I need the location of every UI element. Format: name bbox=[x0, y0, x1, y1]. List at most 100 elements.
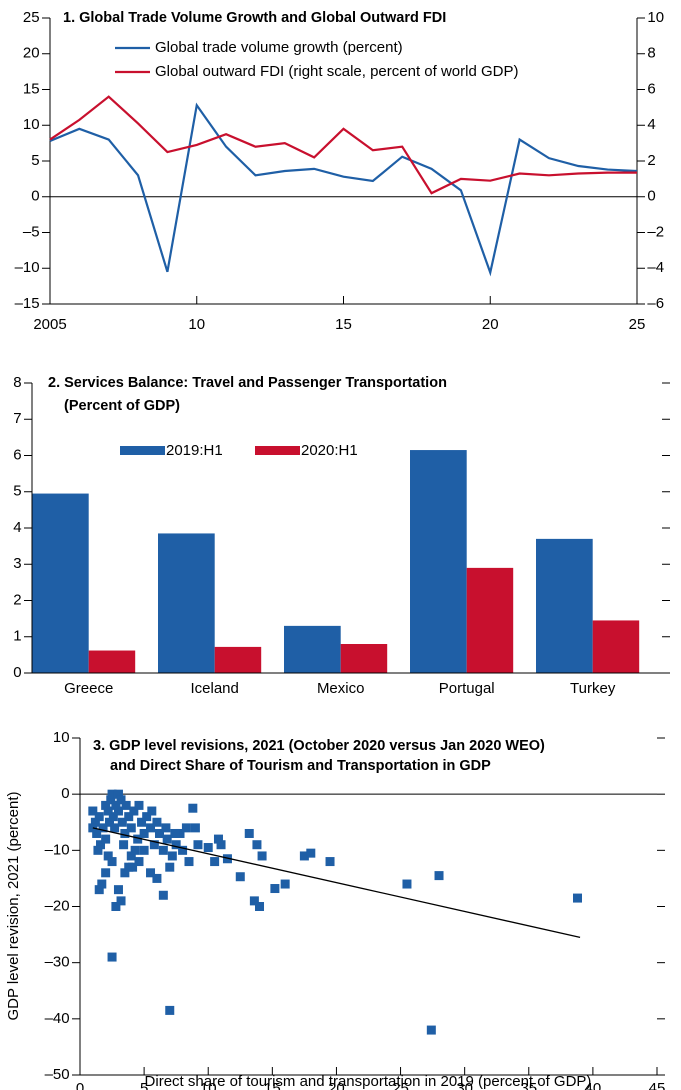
scatter-point bbox=[104, 817, 114, 827]
x-tick-label: Iceland bbox=[191, 680, 239, 697]
y-tick-label: –2 bbox=[647, 223, 664, 240]
scatter-point bbox=[101, 800, 111, 810]
legend-label: Global outward FDI (right scale, percent… bbox=[155, 63, 518, 80]
bar bbox=[410, 450, 467, 673]
scatter-point bbox=[158, 845, 168, 855]
scatter-point bbox=[97, 879, 107, 889]
scatter-point bbox=[98, 823, 108, 833]
scatter-point bbox=[139, 845, 149, 855]
y-tick-label: –10 bbox=[15, 259, 40, 276]
scatter-point bbox=[107, 789, 117, 799]
line-series bbox=[49, 102, 638, 277]
scatter-point bbox=[111, 800, 121, 810]
scatter-point bbox=[113, 806, 123, 816]
y-tick-label: –30 bbox=[45, 954, 70, 971]
y-tick-label: 8 bbox=[13, 374, 21, 391]
scatter-point bbox=[146, 823, 156, 833]
scatter-point bbox=[88, 806, 98, 816]
scatter-point bbox=[133, 834, 143, 844]
x-tick-label: 5 bbox=[140, 1080, 148, 1090]
y-tick-label: 4 bbox=[13, 519, 21, 536]
scatter-point bbox=[116, 896, 126, 906]
scatter-point bbox=[181, 823, 191, 833]
line-series bbox=[49, 95, 637, 195]
scatter-point bbox=[94, 885, 104, 895]
bar bbox=[88, 650, 136, 673]
y-tick-label: –50 bbox=[45, 1066, 70, 1083]
x-axis-label: Direct share of tourism and transportati… bbox=[145, 1073, 592, 1090]
chart-subtitle: and Direct Share of Tourism and Transpor… bbox=[110, 758, 491, 774]
scatter-point bbox=[124, 812, 134, 822]
scatter-point bbox=[101, 834, 111, 844]
scatter-point bbox=[244, 828, 254, 838]
x-tick-label: 25 bbox=[392, 1080, 409, 1090]
scatter-point bbox=[107, 857, 117, 867]
scatter-point bbox=[270, 884, 280, 894]
scatter-point bbox=[235, 872, 245, 882]
y-tick-label: 20 bbox=[23, 45, 40, 62]
scatter-point bbox=[121, 800, 131, 810]
y-tick-label: 0 bbox=[61, 785, 69, 802]
scatter-point bbox=[249, 896, 259, 906]
legend-swatch bbox=[120, 446, 165, 455]
x-tick-label: Portugal bbox=[439, 680, 495, 697]
scatter-point bbox=[113, 885, 123, 895]
scatter-point bbox=[210, 857, 220, 867]
scatter-point bbox=[216, 840, 226, 850]
scatter-point bbox=[120, 828, 130, 838]
scatter-point bbox=[167, 851, 177, 861]
scatter-point bbox=[188, 803, 198, 813]
y-axis-label: GDP level revision, 2021 (percent) bbox=[5, 791, 22, 1020]
scatter-point bbox=[147, 806, 157, 816]
bar bbox=[340, 644, 388, 673]
y-tick-label: 0 bbox=[647, 188, 655, 205]
scatter-point bbox=[170, 828, 180, 838]
scatter-point bbox=[119, 840, 129, 850]
y-tick-label: 5 bbox=[31, 152, 39, 169]
y-tick-label: 10 bbox=[53, 729, 70, 746]
y-tick-label: 5 bbox=[13, 483, 21, 500]
scatter-point bbox=[103, 806, 113, 816]
y-tick-label: 4 bbox=[647, 116, 655, 133]
scatter-point bbox=[152, 817, 162, 827]
scatter-point bbox=[255, 902, 265, 911]
y-tick-label: 3 bbox=[13, 555, 21, 572]
scatter-point bbox=[193, 840, 203, 850]
y-tick-label: –4 bbox=[647, 259, 664, 276]
bar bbox=[158, 533, 215, 673]
chart-title: 3. GDP level revisions, 2021 (October 20… bbox=[93, 738, 545, 754]
y-tick-label: 7 bbox=[13, 410, 21, 427]
scatter-point bbox=[93, 845, 103, 855]
y-tick-label: –20 bbox=[45, 897, 70, 914]
y-tick-label: 2 bbox=[647, 152, 655, 169]
scatter-point bbox=[130, 845, 140, 855]
x-tick-label: 15 bbox=[264, 1080, 281, 1090]
y-tick-label: 1 bbox=[13, 628, 21, 645]
scatter-point bbox=[134, 800, 144, 810]
x-tick-label: 15 bbox=[335, 316, 352, 333]
y-tick-label: 8 bbox=[647, 45, 655, 62]
scatter-point bbox=[126, 823, 136, 833]
y-tick-label: 6 bbox=[13, 446, 21, 463]
scatter-point bbox=[178, 845, 188, 855]
scatter-point bbox=[117, 817, 127, 827]
scatter-point bbox=[203, 843, 213, 853]
legend-label: Global trade volume growth (percent) bbox=[155, 39, 403, 56]
legend-label: 2019:H1 bbox=[166, 442, 223, 459]
legend-swatch bbox=[255, 446, 300, 455]
scatter-point bbox=[306, 848, 316, 858]
chart-title: 2. Services Balance: Travel and Passenge… bbox=[48, 375, 447, 391]
scatter-point bbox=[171, 840, 181, 850]
x-tick-label: Greece bbox=[64, 680, 113, 697]
scatter-point bbox=[152, 873, 162, 883]
scatter-point bbox=[184, 857, 194, 867]
x-tick-label: 40 bbox=[585, 1080, 602, 1090]
y-tick-label: 0 bbox=[13, 664, 21, 681]
scatter-point bbox=[402, 879, 412, 889]
y-tick-label: –6 bbox=[647, 295, 664, 312]
scatter-point bbox=[190, 823, 200, 833]
bar bbox=[592, 620, 640, 673]
y-tick-label: 10 bbox=[647, 9, 664, 26]
x-tick-label: 2005 bbox=[33, 316, 66, 333]
x-tick-label: 10 bbox=[200, 1080, 217, 1090]
